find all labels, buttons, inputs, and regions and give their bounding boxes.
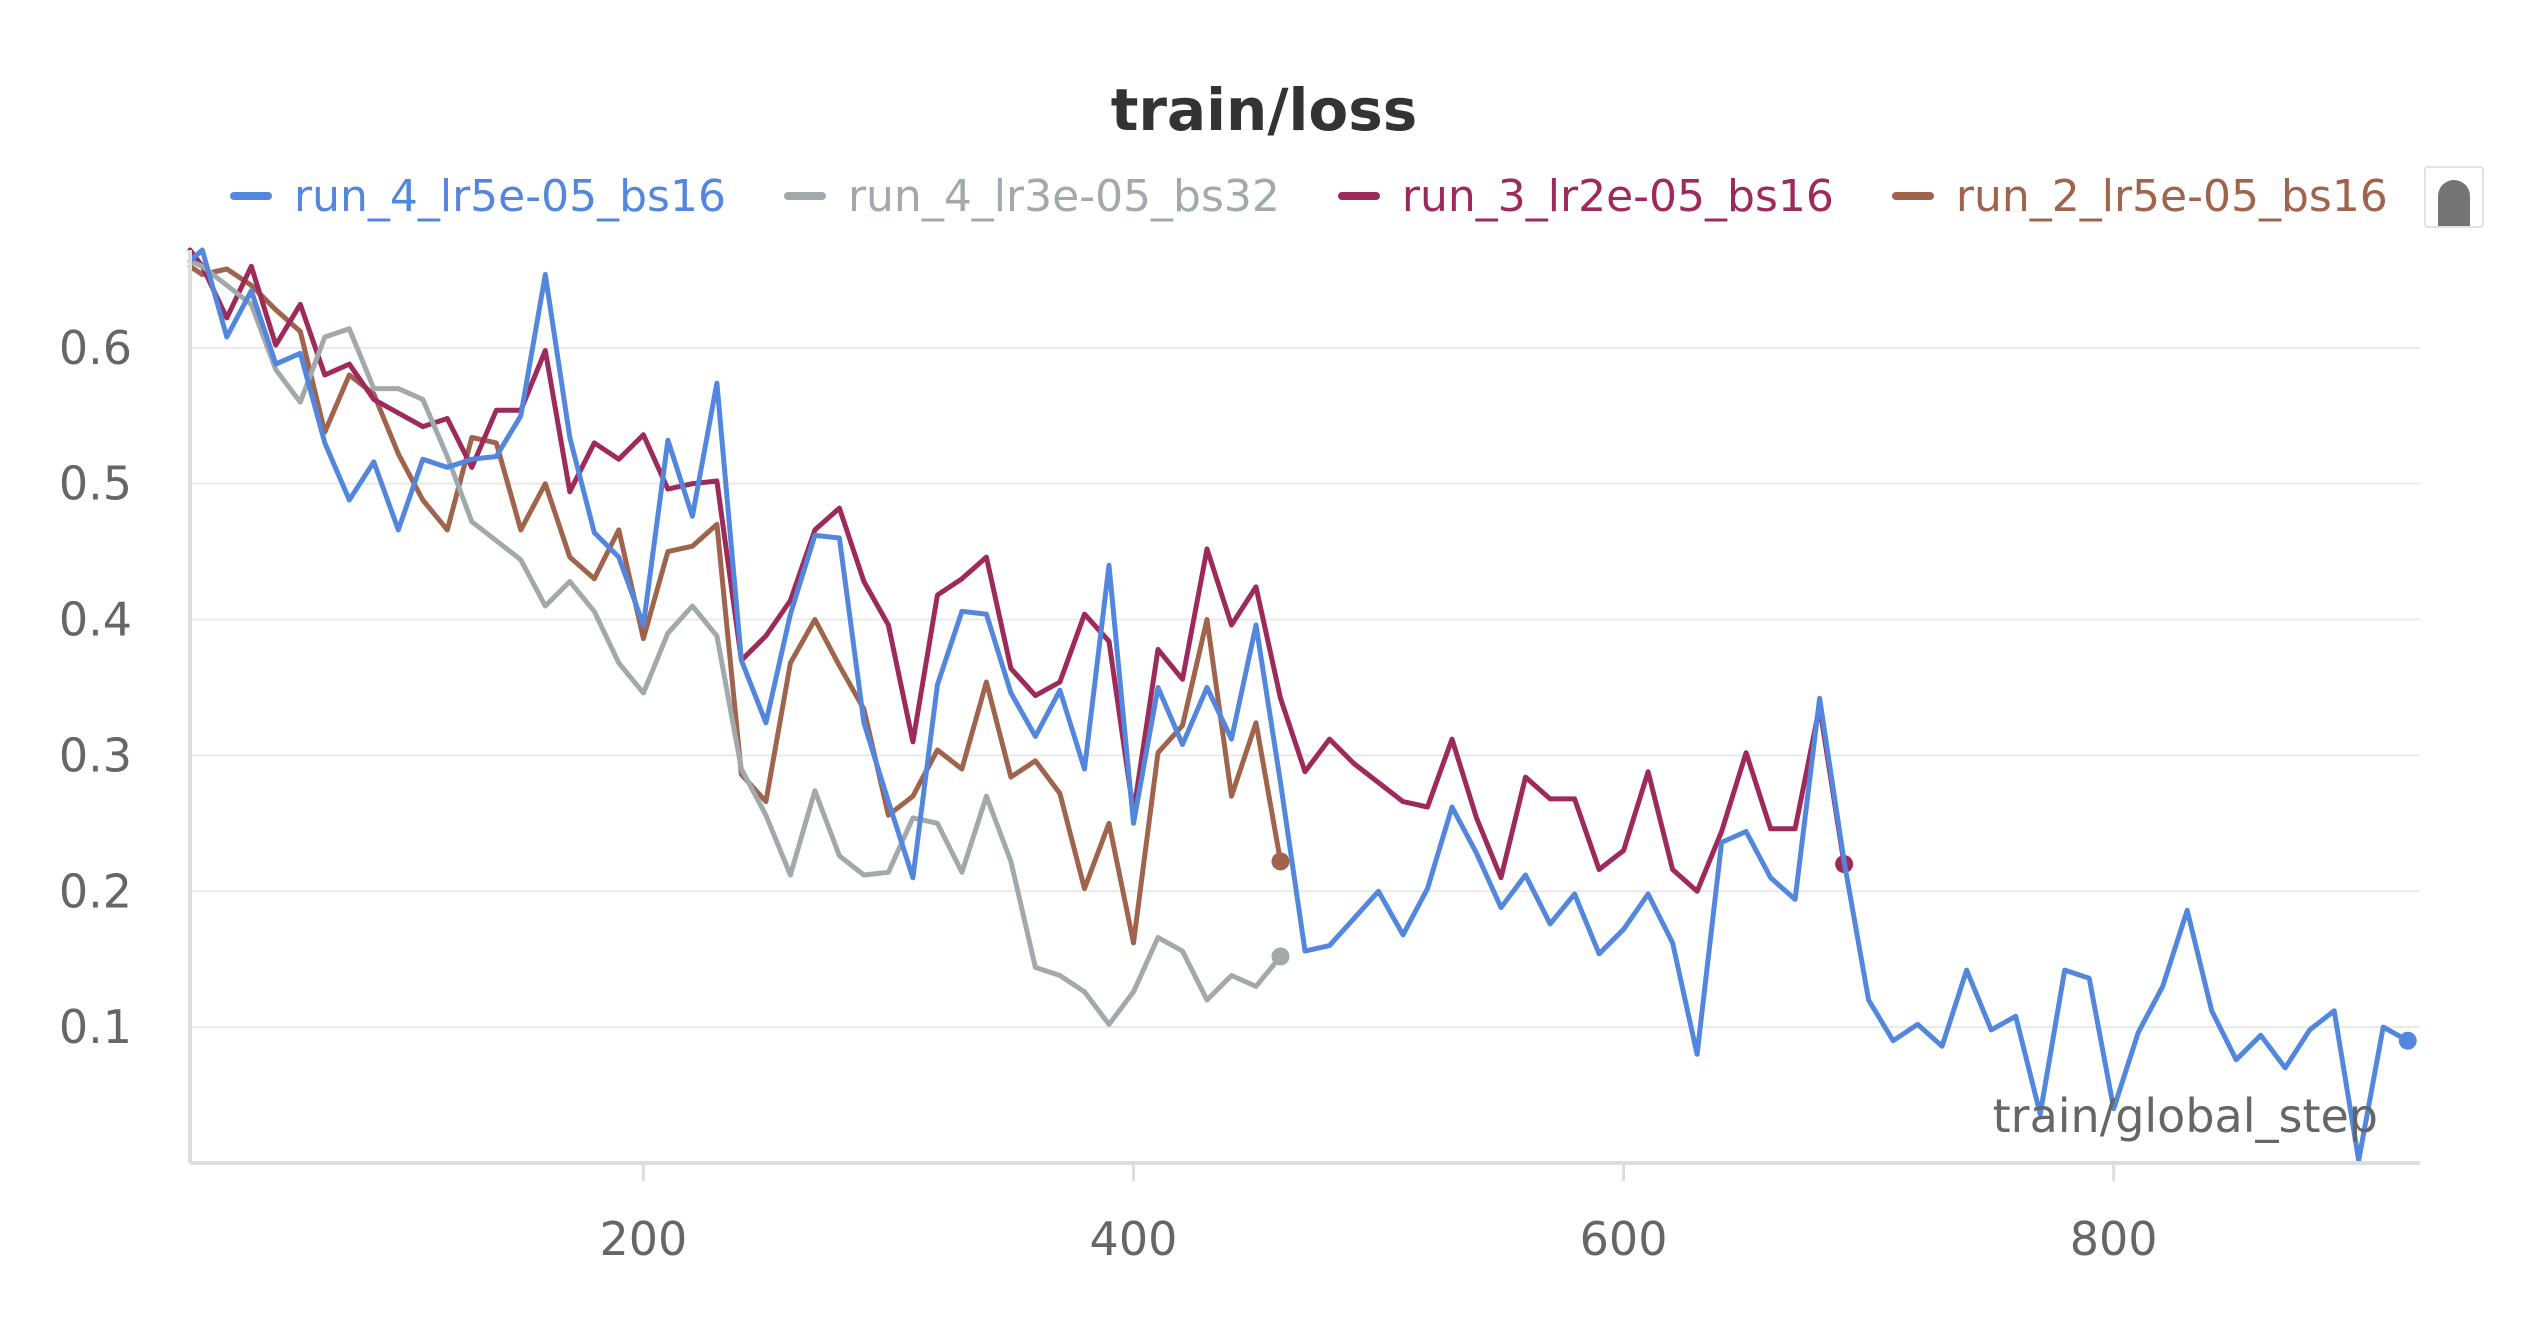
- legend-item-3[interactable]: run_2_lr5e-05_bs16: [1891, 170, 2388, 222]
- legend-label: run_4_lr3e-05_bs32: [847, 170, 1280, 222]
- legend-swatch: [1337, 192, 1380, 200]
- legend-item-2[interactable]: run_3_lr2e-05_bs16: [1337, 170, 1834, 222]
- y-tick-label: 0.6: [59, 321, 132, 375]
- x-tick-label: 600: [1580, 1212, 1668, 1266]
- legend-swatch: [1891, 192, 1934, 200]
- legend-item-0[interactable]: run_4_lr5e-05_bs16: [230, 171, 726, 222]
- y-tick-label: 0.3: [59, 728, 132, 782]
- series-end-point-0: [2398, 1031, 2417, 1050]
- legend-swatch: [230, 192, 272, 200]
- series-end-point-3: [1271, 852, 1290, 871]
- axes: 0.1 0.2 0.3 0.4 0.5 0.6 200 400 600 800: [59, 250, 2420, 1266]
- legend: run_4_lr5e-05_bs16 run_4_lr3e-05_bs32 ru…: [230, 168, 2446, 224]
- scroll-knob-icon: [2438, 180, 2470, 226]
- y-tick-label: 0.5: [59, 457, 132, 511]
- series-line-2: [187, 247, 1847, 894]
- y-tick-label: 0.1: [59, 1000, 132, 1054]
- legend-swatch: [783, 192, 826, 200]
- series-line-1: [187, 258, 1283, 1027]
- x-tick-label: 200: [599, 1212, 687, 1266]
- x-tick-label: 400: [1090, 1212, 1178, 1266]
- legend-label: run_4_lr5e-05_bs16: [294, 170, 726, 222]
- series-lines: [187, 247, 2417, 1163]
- y-tick-label: 0.4: [59, 593, 132, 647]
- legend-item-1[interactable]: run_4_lr3e-05_bs32: [783, 170, 1280, 222]
- x-tick-label: 800: [2070, 1212, 2158, 1266]
- x-axis-title: train/global_step: [1993, 1089, 2378, 1143]
- series-end-point-1: [1271, 947, 1290, 966]
- series-line-0: [187, 247, 2411, 1163]
- grid: [190, 346, 2420, 1029]
- y-tick-label: 0.2: [59, 864, 132, 918]
- legend-label: run_2_lr5e-05_bs16: [1955, 170, 2388, 222]
- legend-label: run_3_lr2e-05_bs16: [1401, 170, 1834, 222]
- legend-scroll-handle[interactable]: [2424, 166, 2484, 228]
- chart-title: train/loss: [1110, 76, 1418, 144]
